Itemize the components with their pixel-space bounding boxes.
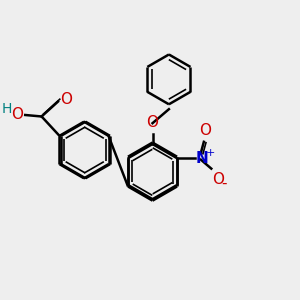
Text: O: O xyxy=(199,123,211,138)
Text: +: + xyxy=(206,148,215,158)
Text: O: O xyxy=(11,107,23,122)
Text: O: O xyxy=(146,115,158,130)
Text: O: O xyxy=(60,92,72,107)
Text: -: - xyxy=(222,176,227,191)
Text: H: H xyxy=(2,102,12,116)
Text: O: O xyxy=(212,172,224,187)
Text: N: N xyxy=(196,151,209,166)
